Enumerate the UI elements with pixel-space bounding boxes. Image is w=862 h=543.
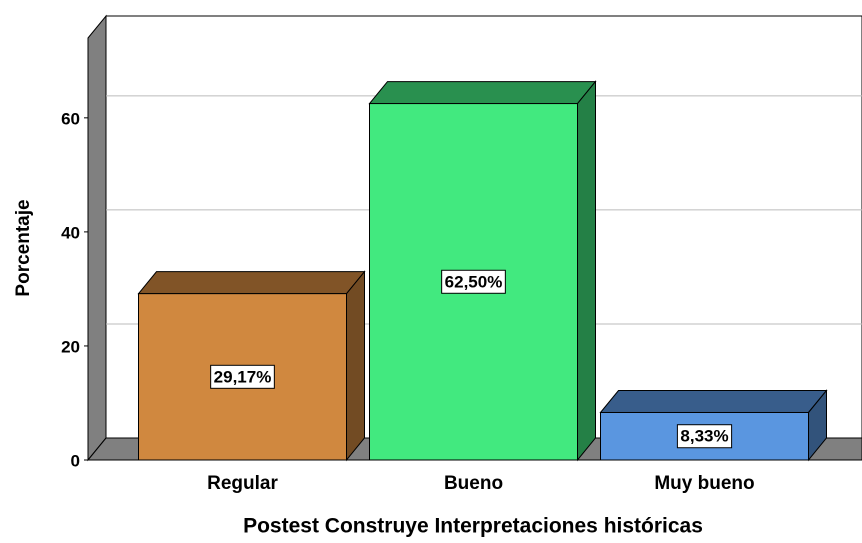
left-wall bbox=[87, 14, 107, 462]
bar-top bbox=[368, 81, 597, 105]
value-label: 29,17% bbox=[214, 367, 272, 386]
y-tick-label: 0 bbox=[71, 451, 80, 470]
value-label: 62,50% bbox=[445, 272, 503, 291]
bar-side bbox=[346, 270, 365, 462]
x-tick-label: Bueno bbox=[444, 473, 503, 494]
y-axis-label: Porcentaje bbox=[13, 199, 34, 296]
x-tick-label: Regular bbox=[207, 473, 278, 494]
bar bbox=[599, 389, 828, 462]
bar-top bbox=[599, 389, 828, 413]
value-label-box bbox=[676, 424, 733, 449]
y-tick-label: 20 bbox=[61, 337, 80, 356]
y-tick-label: 60 bbox=[61, 109, 80, 128]
value-label-box bbox=[441, 269, 506, 294]
x-axis-label: Postest Construye Interpretaciones histó… bbox=[243, 515, 703, 538]
bar-side bbox=[577, 80, 596, 462]
bar-top bbox=[137, 271, 366, 295]
value-label: 8,33% bbox=[680, 427, 728, 446]
value-label-box bbox=[210, 364, 275, 389]
y-tick-label: 40 bbox=[61, 223, 80, 242]
x-tick-label: Muy bueno bbox=[654, 473, 754, 494]
